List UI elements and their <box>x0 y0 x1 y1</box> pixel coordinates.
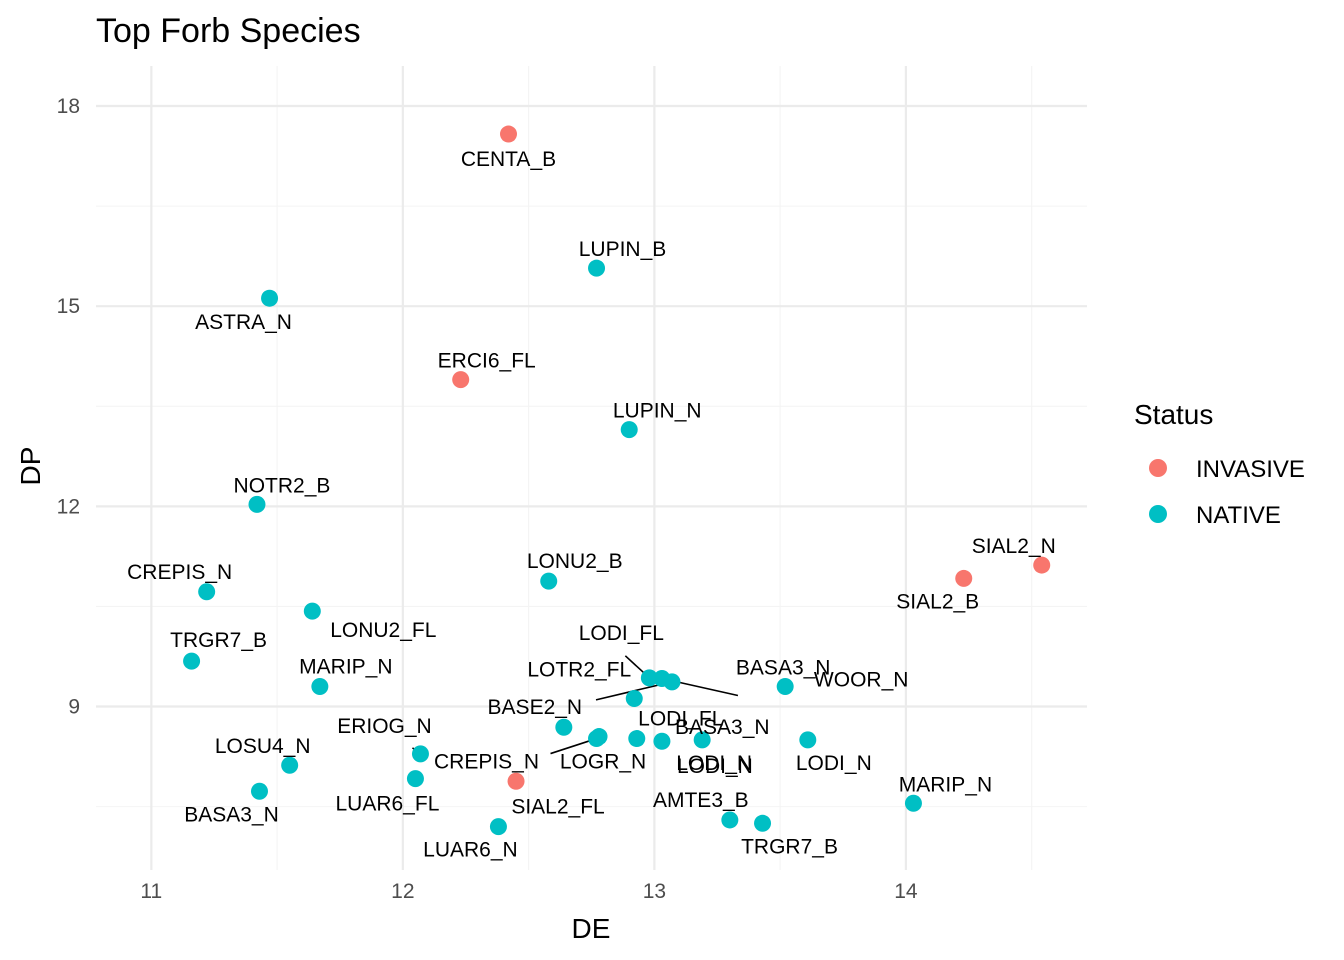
point-label: SIAL2_B <box>896 590 979 613</box>
data-point <box>250 782 268 800</box>
point-label: LOTR2_FL <box>527 659 631 682</box>
point-label: LODI_N <box>796 752 872 775</box>
data-point <box>693 731 711 749</box>
x-tick-label: 14 <box>894 880 918 903</box>
point-label: SIAL2_N <box>972 535 1056 558</box>
point-label: LODI_N <box>677 755 753 778</box>
point-label: ASTRA_N <box>195 311 292 334</box>
chart-title: Top Forb Species <box>96 12 361 50</box>
x-axis-title: DE <box>572 913 611 944</box>
legend-key-native <box>1149 505 1167 523</box>
data-point <box>588 259 606 277</box>
point-label: CENTA_B <box>461 148 556 171</box>
y-tick-label: 9 <box>68 696 80 719</box>
y-tick-label: 15 <box>57 295 80 318</box>
axis-ticks: 11 12 13 14 9 12 15 18 <box>57 95 918 903</box>
data-point <box>261 289 279 307</box>
data-point <box>628 730 646 748</box>
point-label: AMTE3_B <box>653 789 749 812</box>
point-label: LUPIN_N <box>613 400 702 423</box>
data-point <box>452 371 470 389</box>
data-point <box>311 678 329 696</box>
point-label: CREPIS_N <box>434 751 539 774</box>
data-point <box>799 731 817 749</box>
data-point <box>540 572 558 590</box>
data-point <box>588 730 606 748</box>
x-tick-label: 12 <box>391 880 414 903</box>
point-label: MARIP_N <box>899 773 992 796</box>
point-label: LOGR_N <box>560 751 646 774</box>
data-point <box>411 745 429 763</box>
point-label: SIAL2_FL <box>511 795 604 818</box>
point-label: NOTR2_B <box>234 474 331 497</box>
point-label: LONU2_B <box>527 550 623 573</box>
point-label: WOOR_N <box>814 669 909 692</box>
data-point <box>281 756 299 774</box>
point-label: MARIP_N <box>299 656 392 679</box>
point-label: TRGR7_B <box>741 835 838 858</box>
data-point <box>653 732 671 750</box>
point-label: ERCI6_FL <box>438 350 536 373</box>
data-points <box>183 125 1051 836</box>
point-label: LUAR6_N <box>423 839 518 862</box>
legend: Status INVASIVE NATIVE <box>1134 399 1305 529</box>
data-point <box>663 673 681 691</box>
point-label: BASE2_N <box>488 696 583 719</box>
data-point <box>489 818 507 836</box>
point-label: LUAR6_FL <box>335 793 439 816</box>
data-point <box>1033 556 1051 574</box>
data-point <box>620 421 638 439</box>
point-label: LODI_FL <box>638 708 723 731</box>
data-point <box>776 678 794 696</box>
point-labels: CENTA_B ERCI6_FL SIAL2_N SIAL2_B SIAL2_FL LUP… <box>127 148 1056 862</box>
data-point <box>183 652 201 670</box>
data-point <box>499 125 517 143</box>
point-label: LODI_N <box>676 752 752 775</box>
data-point <box>640 669 658 687</box>
data-point <box>507 772 525 790</box>
data-point <box>625 690 643 708</box>
point-label: BASA3_N <box>675 716 770 739</box>
point-label: BASA3_N <box>184 803 279 826</box>
y-axis-title: DP <box>15 447 46 486</box>
legend-label-native: NATIVE <box>1196 502 1281 529</box>
point-label: TRGR7_B <box>170 629 267 652</box>
legend-title: Status <box>1134 399 1213 430</box>
data-point <box>904 794 922 812</box>
x-tick-label: 13 <box>643 880 666 903</box>
point-label: CREPIS_N <box>127 561 232 584</box>
legend-label-invasive: INVASIVE <box>1196 456 1305 483</box>
data-point <box>754 814 772 832</box>
data-point <box>406 770 424 788</box>
y-tick-label: 18 <box>57 95 80 118</box>
data-point <box>303 602 321 620</box>
legend-key-invasive <box>1149 459 1167 477</box>
y-tick-label: 12 <box>57 495 80 518</box>
x-tick-label: 11 <box>140 880 162 903</box>
point-label: ERIOG_N <box>337 715 432 738</box>
data-point <box>721 811 739 829</box>
data-point <box>955 569 973 587</box>
point-label: LUPIN_B <box>579 238 667 261</box>
data-point <box>198 583 216 601</box>
point-label: BASA3_N <box>736 657 831 680</box>
data-point <box>555 718 573 736</box>
data-point <box>248 495 266 513</box>
point-label: LONU2_FL <box>330 619 436 642</box>
point-label: LODI_FL <box>579 622 664 645</box>
point-label: LOSU4_N <box>215 735 311 758</box>
